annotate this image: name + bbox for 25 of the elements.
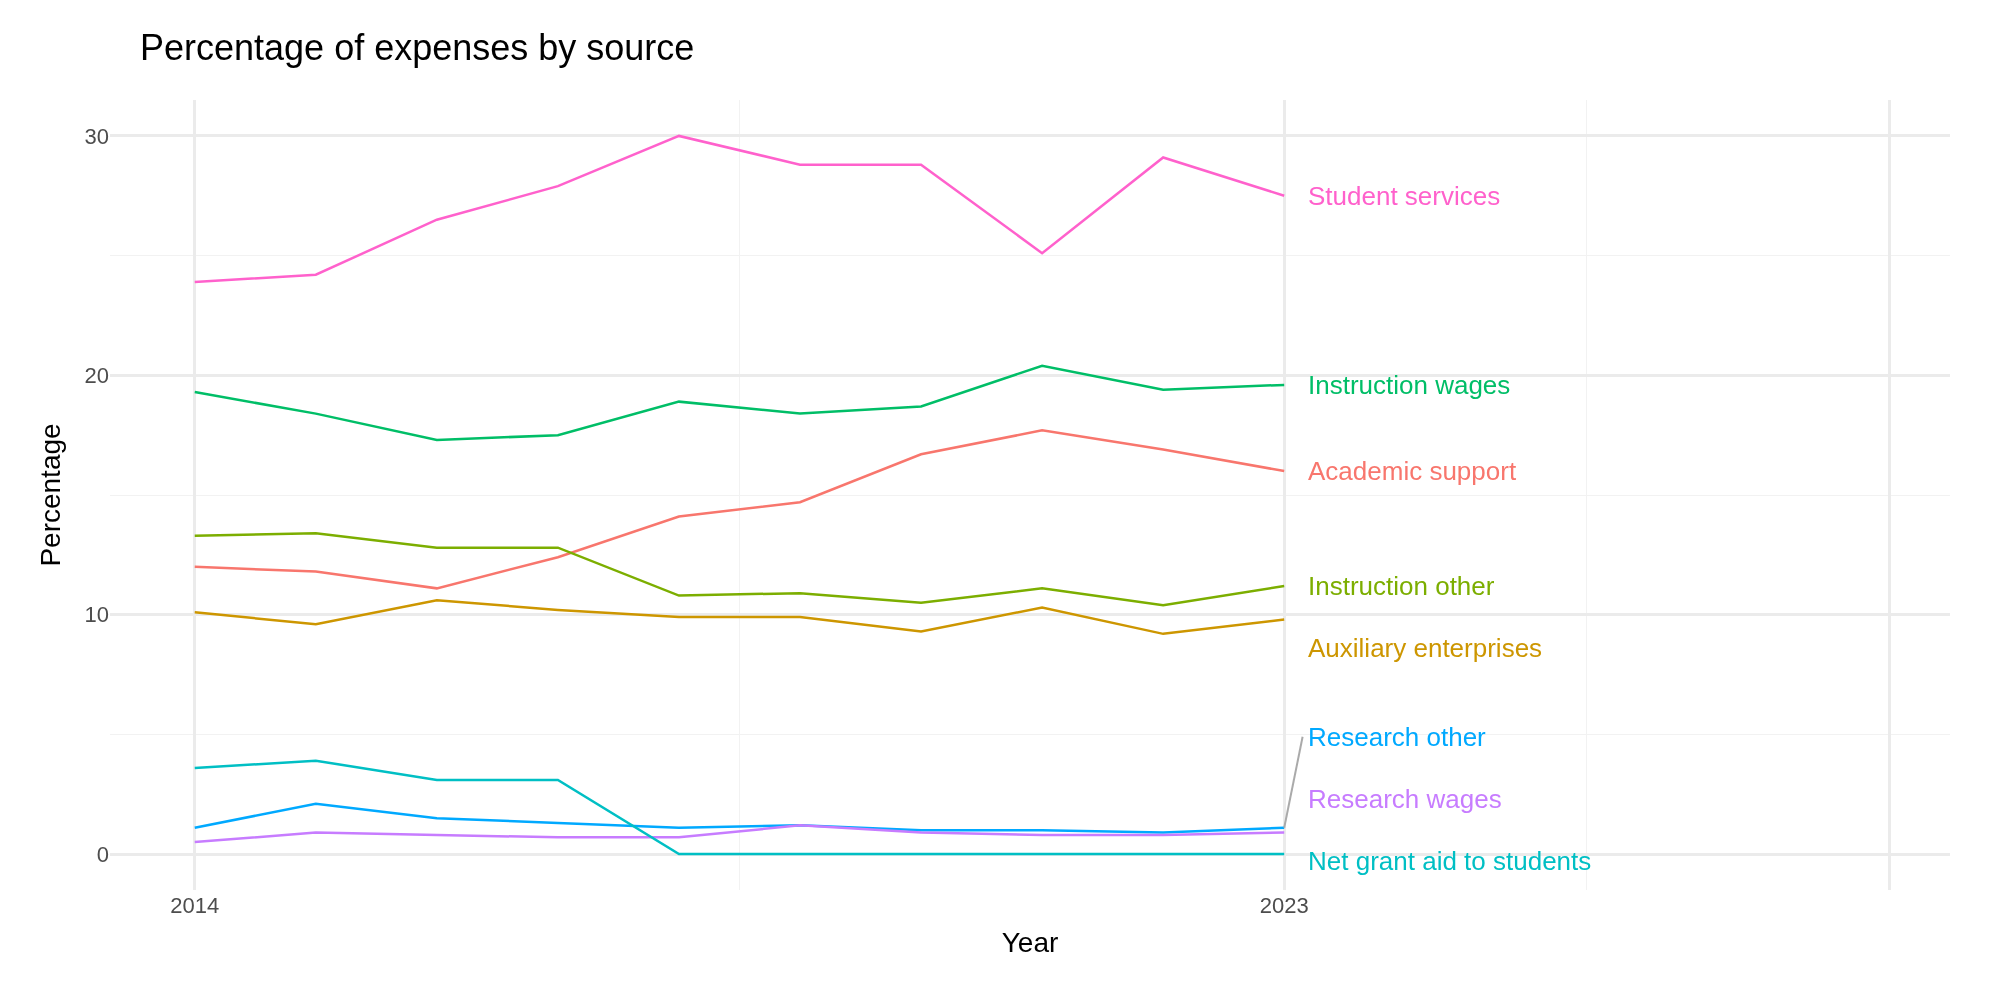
line-series — [193, 364, 1286, 442]
y-tick-label: 20 — [84, 363, 109, 388]
x-tick-label: 2014 — [170, 893, 220, 918]
line-series — [193, 599, 1286, 636]
line-series — [193, 759, 1286, 856]
x-tick-label: 2023 — [1259, 893, 1309, 918]
y-axis-title: Percentage — [35, 423, 67, 567]
line-series — [193, 134, 1286, 284]
chart-title: Percentage of expenses by source — [140, 27, 695, 69]
series-label: Instruction wages — [1308, 370, 1511, 400]
x-axis-title: Year — [1001, 927, 1059, 959]
line-series — [193, 532, 1286, 607]
series-label: Net grant aid to students — [1308, 846, 1592, 876]
line-series — [193, 429, 1286, 590]
series-label: Auxiliary enterprises — [1308, 633, 1543, 663]
line-series — [193, 802, 1286, 834]
series-label: Research wages — [1308, 784, 1502, 814]
series-label: Student services — [1308, 181, 1501, 211]
line-series — [193, 824, 1286, 844]
series-label: Academic support — [1308, 456, 1517, 486]
text: Research other — [1308, 722, 1487, 752]
series-label: Instruction other — [1308, 571, 1495, 601]
y-tick-label: 0 — [96, 841, 109, 867]
y-tick-label: 30 — [84, 123, 109, 149]
y-tick-label: 10 — [84, 602, 109, 628]
